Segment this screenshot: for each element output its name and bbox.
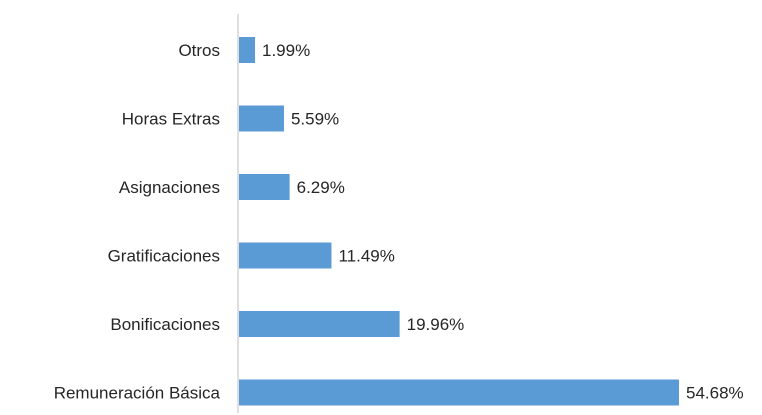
category-label-remuneracion-basica: Remuneración Básica bbox=[54, 384, 221, 403]
bar-remuneracion-basica bbox=[239, 379, 679, 406]
value-label-gratificaciones: 11.49% bbox=[338, 247, 394, 266]
value-label-horas-extras: 5.59% bbox=[291, 110, 339, 129]
value-label-asignaciones: 6.29% bbox=[297, 178, 345, 197]
category-label-asignaciones: Asignaciones bbox=[119, 178, 220, 197]
value-label-bonificaciones: 19.96% bbox=[407, 315, 465, 334]
bar-gratificaciones bbox=[239, 242, 332, 269]
bars-layer bbox=[239, 37, 679, 406]
bar-asignaciones bbox=[239, 174, 290, 200]
category-label-otros: Otros bbox=[178, 41, 220, 60]
category-label-bonificaciones: Bonificaciones bbox=[110, 315, 220, 334]
bar-otros bbox=[239, 37, 256, 63]
category-label-gratificaciones: Gratificaciones bbox=[108, 247, 220, 266]
category-label-horas-extras: Horas Extras bbox=[122, 110, 220, 129]
bar-bonificaciones bbox=[239, 311, 400, 337]
value-label-otros: 1.99% bbox=[262, 41, 310, 60]
value-label-remuneracion-basica: 54.68% bbox=[686, 384, 744, 403]
labels-layer: Otros 1.99% Horas Extras 5.59% Asignaciones 6… bbox=[54, 41, 744, 403]
bar-horas-extras bbox=[239, 105, 284, 132]
